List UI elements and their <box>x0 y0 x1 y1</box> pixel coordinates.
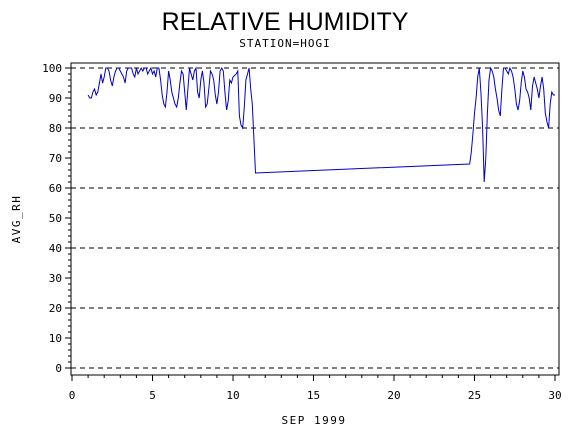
y-tick-label-60: 60 <box>49 182 62 195</box>
y-tick-label-10: 10 <box>49 332 62 345</box>
plot-frame <box>70 62 560 376</box>
y-tick-label-40: 40 <box>49 242 62 255</box>
y-tick-label-20: 20 <box>49 302 62 315</box>
y-tick-label-0: 0 <box>55 362 62 375</box>
x-tick-label-10: 10 <box>226 389 239 402</box>
y-tick-label-70: 70 <box>49 152 62 165</box>
x-axis-label: SEP 1999 <box>282 414 347 427</box>
y-tick-label-100: 100 <box>42 62 62 75</box>
y-tick-label-30: 30 <box>49 272 62 285</box>
y-tick-label-80: 80 <box>49 122 62 135</box>
x-tick-label-25: 25 <box>468 389 481 402</box>
x-tick-label-20: 20 <box>387 389 400 402</box>
y-tick-label-50: 50 <box>49 212 62 225</box>
grid-lines <box>71 67 559 369</box>
x-tick-label-30: 30 <box>548 389 561 402</box>
y-axis-ticks: 0 10 20 30 40 50 60 70 80 90 100 <box>42 62 71 375</box>
chart-subtitle: STATION=HOGI <box>239 37 330 50</box>
y-tick-label-90: 90 <box>49 92 62 105</box>
series-line-avg-rh <box>87 66 555 183</box>
x-tick-label-5: 5 <box>149 389 156 402</box>
y-axis-label: AVG_RH <box>10 195 23 244</box>
x-tick-label-0: 0 <box>69 389 76 402</box>
x-axis-ticks: 0 5 10 15 20 25 30 <box>69 375 562 402</box>
x-tick-label-15: 15 <box>307 389 320 402</box>
chart-title: RELATIVE HUMIDITY <box>162 8 409 36</box>
